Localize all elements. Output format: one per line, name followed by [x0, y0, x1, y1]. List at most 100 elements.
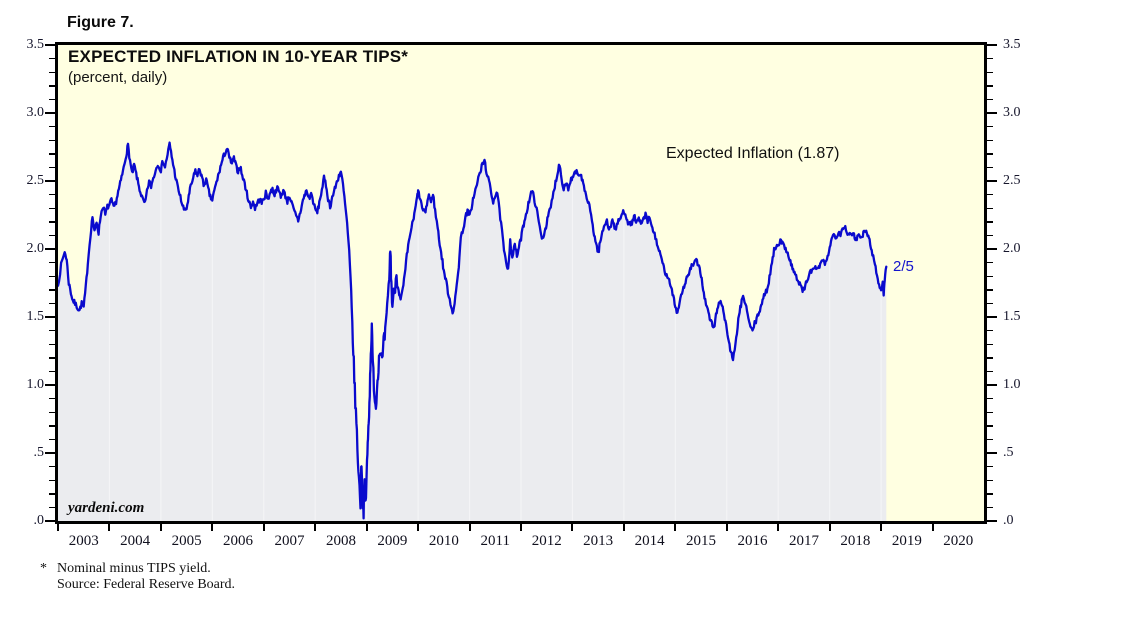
- x-axis-year-label: 2003: [68, 533, 99, 549]
- y-axis-minor-tick-left: [49, 411, 55, 414]
- x-axis-year-tick: [622, 524, 625, 531]
- y-axis-major-tick-right: [987, 384, 997, 386]
- y-axis-minor-tick-left: [49, 98, 55, 101]
- y-axis-minor-tick-left: [49, 398, 55, 400]
- y-axis-minor-tick-left: [49, 438, 55, 441]
- y-axis-label-left: 2.5: [26, 173, 45, 188]
- y-axis-minor-tick-right: [987, 71, 993, 74]
- y-axis-minor-tick-right: [987, 493, 993, 495]
- x-axis-year-label: 2017: [788, 533, 819, 549]
- y-axis-major-tick-left: [45, 44, 55, 46]
- y-axis-minor-tick-right: [987, 466, 993, 468]
- y-axis-minor-tick-left: [49, 85, 55, 87]
- y-axis-minor-tick-right: [987, 425, 993, 427]
- y-axis-minor-tick-left: [49, 506, 55, 509]
- x-axis-year-tick: [262, 524, 265, 531]
- y-axis-major-tick-right: [987, 44, 997, 46]
- y-axis-minor-tick-right: [987, 58, 993, 60]
- y-axis-label-left: .5: [33, 445, 45, 460]
- y-axis-minor-tick-right: [987, 85, 993, 87]
- y-axis-major-tick-left: [45, 180, 55, 182]
- watermark-yardeni: yardeni.com: [68, 500, 145, 516]
- y-axis-minor-tick-left: [49, 221, 55, 223]
- y-axis-major-tick-right: [987, 316, 997, 318]
- y-axis-label-left: 2.0: [26, 241, 45, 256]
- y-axis-major-tick-right: [987, 452, 997, 454]
- y-axis-minor-tick-right: [987, 330, 993, 332]
- y-axis-minor-tick-right: [987, 343, 993, 346]
- y-axis-minor-tick-right: [987, 166, 993, 169]
- y-axis-minor-tick-right: [987, 207, 993, 210]
- y-axis-minor-tick-left: [49, 370, 55, 373]
- x-axis-year-tick: [468, 524, 471, 531]
- x-axis-year-label: 2014: [634, 533, 665, 549]
- y-axis-minor-tick-left: [49, 58, 55, 60]
- y-axis-major-tick-left: [45, 384, 55, 386]
- x-axis-year-tick: [314, 524, 317, 531]
- footnote-spacer: [40, 577, 57, 593]
- y-axis-minor-tick-left: [49, 275, 55, 278]
- y-axis-minor-tick-right: [987, 302, 993, 305]
- chart-subtitle: (percent, daily): [68, 69, 168, 86]
- y-axis-minor-tick-right: [987, 438, 993, 441]
- y-axis-label-right: 3.0: [1003, 105, 1021, 120]
- y-axis-minor-tick-right: [987, 275, 993, 278]
- x-axis-year-label: 2008: [325, 533, 356, 549]
- y-axis-label-left: 1.0: [26, 377, 45, 392]
- y-axis-label-right: 2.5: [1003, 173, 1021, 188]
- y-axis-minor-tick-left: [49, 166, 55, 169]
- y-axis-major-tick-left: [45, 452, 55, 454]
- y-axis-minor-tick-left: [49, 153, 55, 155]
- y-axis-label-right: 1.5: [1003, 309, 1021, 324]
- x-axis-year-label: 2011: [480, 533, 510, 549]
- y-axis-minor-tick-right: [987, 126, 993, 128]
- y-axis-minor-tick-left: [49, 207, 55, 210]
- x-axis-year-tick: [520, 524, 522, 531]
- inflation-series-line: [58, 141, 888, 520]
- x-axis-year-label: 2019: [891, 533, 922, 549]
- y-axis-major-tick-left: [45, 316, 55, 318]
- y-axis-minor-tick-right: [987, 357, 993, 359]
- x-axis-year-label: 2006: [223, 533, 254, 549]
- y-axis-minor-tick-right: [987, 370, 993, 373]
- y-axis-minor-tick-left: [49, 302, 55, 305]
- y-axis-major-tick-right: [987, 520, 997, 522]
- x-axis-year-label: 2012: [531, 533, 562, 549]
- y-axis-minor-tick-right: [987, 221, 993, 223]
- x-axis-year-tick: [828, 524, 831, 531]
- y-axis-label-left: 3.0: [26, 105, 45, 120]
- y-axis-major-tick-left: [45, 112, 55, 114]
- footnote-line1: Nominal minus TIPS yield.: [57, 561, 211, 576]
- x-axis-year-label: 2009: [377, 533, 408, 549]
- x-axis-year-tick: [674, 524, 677, 531]
- x-axis-year-label: 2013: [583, 533, 614, 549]
- x-axis-year-label: 2005: [171, 533, 202, 549]
- y-axis-label-left: 1.5: [26, 309, 45, 324]
- y-axis-label-right: 2.0: [1003, 241, 1021, 256]
- y-axis-minor-tick-left: [49, 289, 55, 291]
- y-axis-minor-tick-left: [49, 71, 55, 74]
- y-axis-minor-tick-right: [987, 479, 993, 482]
- y-axis-minor-tick-left: [49, 343, 55, 346]
- footnote: * Nominal minus TIPS yield. Source: Fede…: [40, 561, 235, 593]
- y-axis-minor-tick-right: [987, 194, 993, 196]
- y-axis-minor-tick-right: [987, 506, 993, 509]
- x-axis-year-label: 2016: [737, 533, 768, 549]
- figure-label: Figure 7.: [67, 14, 134, 31]
- x-axis-year-label: 2020: [943, 533, 974, 549]
- x-axis-year-tick: [211, 524, 214, 531]
- y-axis-minor-tick-left: [49, 194, 55, 196]
- y-axis-minor-tick-left: [49, 493, 55, 495]
- x-axis-year-label: 2015: [686, 533, 717, 549]
- y-axis-major-tick-right: [987, 180, 997, 182]
- y-axis-minor-tick-left: [49, 357, 55, 359]
- area-fill: [58, 142, 887, 521]
- x-axis-year-tick: [725, 524, 728, 531]
- x-axis-year-label: 2007: [274, 533, 305, 549]
- footnote-asterisk: *: [40, 561, 47, 576]
- x-axis-year-tick: [571, 524, 574, 531]
- x-axis-year-tick: [159, 524, 162, 531]
- y-axis-major-tick-left: [45, 248, 55, 250]
- y-axis-minor-tick-left: [49, 126, 55, 128]
- chart-title: EXPECTED INFLATION IN 10-YEAR TIPS*: [68, 47, 409, 66]
